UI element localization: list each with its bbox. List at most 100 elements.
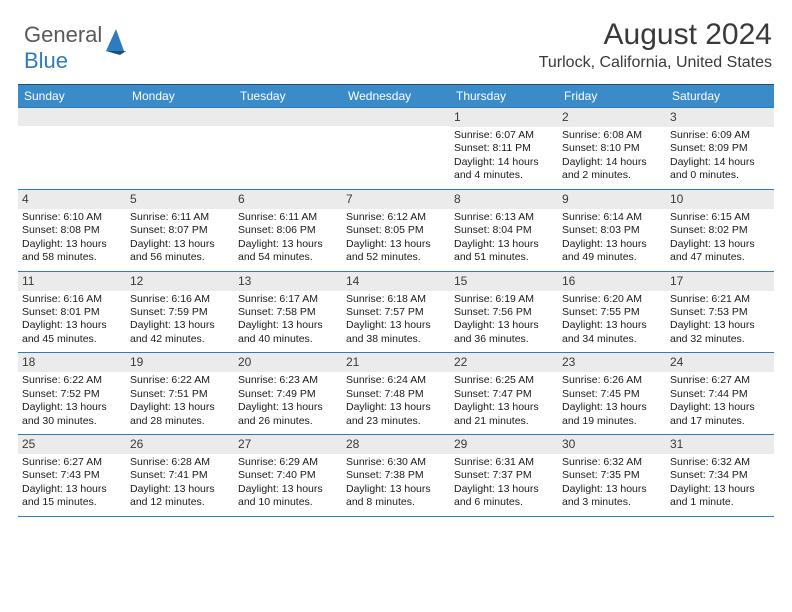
sunset-line: Sunset: 8:03 PM bbox=[562, 224, 662, 237]
sunrise-line: Sunrise: 6:12 AM bbox=[346, 211, 446, 224]
calendar-day-cell: 10Sunrise: 6:15 AMSunset: 8:02 PMDayligh… bbox=[666, 189, 774, 271]
calendar-header-row: Sunday Monday Tuesday Wednesday Thursday… bbox=[18, 85, 774, 108]
sunrise-line: Sunrise: 6:14 AM bbox=[562, 211, 662, 224]
sunset-line: Sunset: 7:40 PM bbox=[238, 469, 338, 482]
day-number: 13 bbox=[234, 272, 342, 291]
daylight-line-1: Daylight: 13 hours bbox=[130, 319, 230, 332]
calendar-day-cell: 4Sunrise: 6:10 AMSunset: 8:08 PMDaylight… bbox=[18, 189, 126, 271]
daylight-line-2: and 2 minutes. bbox=[562, 169, 662, 182]
daylight-line-1: Daylight: 13 hours bbox=[238, 483, 338, 496]
daylight-line-2: and 1 minute. bbox=[670, 496, 770, 509]
day-number: 23 bbox=[558, 353, 666, 372]
day-number: 24 bbox=[666, 353, 774, 372]
sunset-line: Sunset: 7:52 PM bbox=[22, 388, 122, 401]
daylight-line-2: and 8 minutes. bbox=[346, 496, 446, 509]
daylight-line-2: and 34 minutes. bbox=[562, 333, 662, 346]
day-number: 5 bbox=[126, 190, 234, 209]
logo-sail-icon bbox=[106, 29, 130, 60]
day-details: Sunrise: 6:22 AMSunset: 7:52 PMDaylight:… bbox=[18, 372, 126, 434]
day-number: 25 bbox=[18, 435, 126, 454]
calendar-day-cell: 19Sunrise: 6:22 AMSunset: 7:51 PMDayligh… bbox=[126, 353, 234, 435]
daylight-line-1: Daylight: 13 hours bbox=[22, 319, 122, 332]
sunrise-line: Sunrise: 6:29 AM bbox=[238, 456, 338, 469]
daylight-line-2: and 4 minutes. bbox=[454, 169, 554, 182]
sunrise-line: Sunrise: 6:11 AM bbox=[130, 211, 230, 224]
day-header: Wednesday bbox=[342, 85, 450, 108]
daylight-line-1: Daylight: 13 hours bbox=[22, 401, 122, 414]
day-details: Sunrise: 6:10 AMSunset: 8:08 PMDaylight:… bbox=[18, 209, 126, 271]
day-details: Sunrise: 6:16 AMSunset: 7:59 PMDaylight:… bbox=[126, 291, 234, 353]
day-number: 15 bbox=[450, 272, 558, 291]
sunset-line: Sunset: 7:45 PM bbox=[562, 388, 662, 401]
sunrise-line: Sunrise: 6:10 AM bbox=[22, 211, 122, 224]
daylight-line-2: and 19 minutes. bbox=[562, 415, 662, 428]
daylight-line-1: Daylight: 13 hours bbox=[670, 401, 770, 414]
day-number-empty bbox=[342, 108, 450, 126]
sunrise-line: Sunrise: 6:26 AM bbox=[562, 374, 662, 387]
day-number: 21 bbox=[342, 353, 450, 372]
day-details: Sunrise: 6:15 AMSunset: 8:02 PMDaylight:… bbox=[666, 209, 774, 271]
calendar-day-cell: 24Sunrise: 6:27 AMSunset: 7:44 PMDayligh… bbox=[666, 353, 774, 435]
calendar-day-cell: 9Sunrise: 6:14 AMSunset: 8:03 PMDaylight… bbox=[558, 189, 666, 271]
day-details: Sunrise: 6:21 AMSunset: 7:53 PMDaylight:… bbox=[666, 291, 774, 353]
title-block: August 2024 Turlock, California, United … bbox=[539, 18, 772, 72]
daylight-line-1: Daylight: 13 hours bbox=[130, 238, 230, 251]
day-number: 18 bbox=[18, 353, 126, 372]
day-details: Sunrise: 6:23 AMSunset: 7:49 PMDaylight:… bbox=[234, 372, 342, 434]
daylight-line-2: and 30 minutes. bbox=[22, 415, 122, 428]
calendar-day-cell: 18Sunrise: 6:22 AMSunset: 7:52 PMDayligh… bbox=[18, 353, 126, 435]
logo: General Blue bbox=[24, 22, 130, 74]
day-header: Thursday bbox=[450, 85, 558, 108]
sunrise-line: Sunrise: 6:20 AM bbox=[562, 293, 662, 306]
calendar-day-cell: 25Sunrise: 6:27 AMSunset: 7:43 PMDayligh… bbox=[18, 435, 126, 517]
calendar-week-row: 25Sunrise: 6:27 AMSunset: 7:43 PMDayligh… bbox=[18, 435, 774, 517]
sunset-line: Sunset: 7:41 PM bbox=[130, 469, 230, 482]
calendar-week-row: 18Sunrise: 6:22 AMSunset: 7:52 PMDayligh… bbox=[18, 353, 774, 435]
daylight-line-1: Daylight: 13 hours bbox=[562, 319, 662, 332]
sunrise-line: Sunrise: 6:17 AM bbox=[238, 293, 338, 306]
day-number-empty bbox=[18, 108, 126, 126]
calendar-day-cell: 12Sunrise: 6:16 AMSunset: 7:59 PMDayligh… bbox=[126, 271, 234, 353]
sunrise-line: Sunrise: 6:16 AM bbox=[130, 293, 230, 306]
daylight-line-1: Daylight: 13 hours bbox=[346, 238, 446, 251]
sunset-line: Sunset: 8:04 PM bbox=[454, 224, 554, 237]
day-details: Sunrise: 6:26 AMSunset: 7:45 PMDaylight:… bbox=[558, 372, 666, 434]
sunrise-line: Sunrise: 6:28 AM bbox=[130, 456, 230, 469]
calendar-day-cell: 8Sunrise: 6:13 AMSunset: 8:04 PMDaylight… bbox=[450, 189, 558, 271]
sunrise-line: Sunrise: 6:08 AM bbox=[562, 129, 662, 142]
calendar-day-cell: 29Sunrise: 6:31 AMSunset: 7:37 PMDayligh… bbox=[450, 435, 558, 517]
day-details: Sunrise: 6:30 AMSunset: 7:38 PMDaylight:… bbox=[342, 454, 450, 516]
day-number: 27 bbox=[234, 435, 342, 454]
day-details-empty bbox=[342, 126, 450, 182]
day-number: 2 bbox=[558, 108, 666, 127]
calendar-day-cell: 14Sunrise: 6:18 AMSunset: 7:57 PMDayligh… bbox=[342, 271, 450, 353]
month-title: August 2024 bbox=[539, 18, 772, 52]
day-header: Tuesday bbox=[234, 85, 342, 108]
sunset-line: Sunset: 7:37 PM bbox=[454, 469, 554, 482]
day-number: 17 bbox=[666, 272, 774, 291]
daylight-line-2: and 56 minutes. bbox=[130, 251, 230, 264]
sunrise-line: Sunrise: 6:30 AM bbox=[346, 456, 446, 469]
calendar-body: 1Sunrise: 6:07 AMSunset: 8:11 PMDaylight… bbox=[18, 108, 774, 517]
sunset-line: Sunset: 7:44 PM bbox=[670, 388, 770, 401]
sunrise-line: Sunrise: 6:25 AM bbox=[454, 374, 554, 387]
daylight-line-1: Daylight: 13 hours bbox=[670, 238, 770, 251]
daylight-line-1: Daylight: 13 hours bbox=[238, 319, 338, 332]
sunrise-line: Sunrise: 6:07 AM bbox=[454, 129, 554, 142]
day-details: Sunrise: 6:07 AMSunset: 8:11 PMDaylight:… bbox=[450, 127, 558, 189]
daylight-line-2: and 51 minutes. bbox=[454, 251, 554, 264]
calendar-day-cell: 26Sunrise: 6:28 AMSunset: 7:41 PMDayligh… bbox=[126, 435, 234, 517]
sunrise-line: Sunrise: 6:09 AM bbox=[670, 129, 770, 142]
calendar-day-cell: 6Sunrise: 6:11 AMSunset: 8:06 PMDaylight… bbox=[234, 189, 342, 271]
day-number: 10 bbox=[666, 190, 774, 209]
sunset-line: Sunset: 8:07 PM bbox=[130, 224, 230, 237]
day-number-empty bbox=[234, 108, 342, 126]
day-number: 30 bbox=[558, 435, 666, 454]
daylight-line-2: and 52 minutes. bbox=[346, 251, 446, 264]
daylight-line-1: Daylight: 13 hours bbox=[346, 483, 446, 496]
sunset-line: Sunset: 7:56 PM bbox=[454, 306, 554, 319]
day-number: 6 bbox=[234, 190, 342, 209]
sunset-line: Sunset: 7:34 PM bbox=[670, 469, 770, 482]
calendar-week-row: 1Sunrise: 6:07 AMSunset: 8:11 PMDaylight… bbox=[18, 108, 774, 190]
day-number: 16 bbox=[558, 272, 666, 291]
